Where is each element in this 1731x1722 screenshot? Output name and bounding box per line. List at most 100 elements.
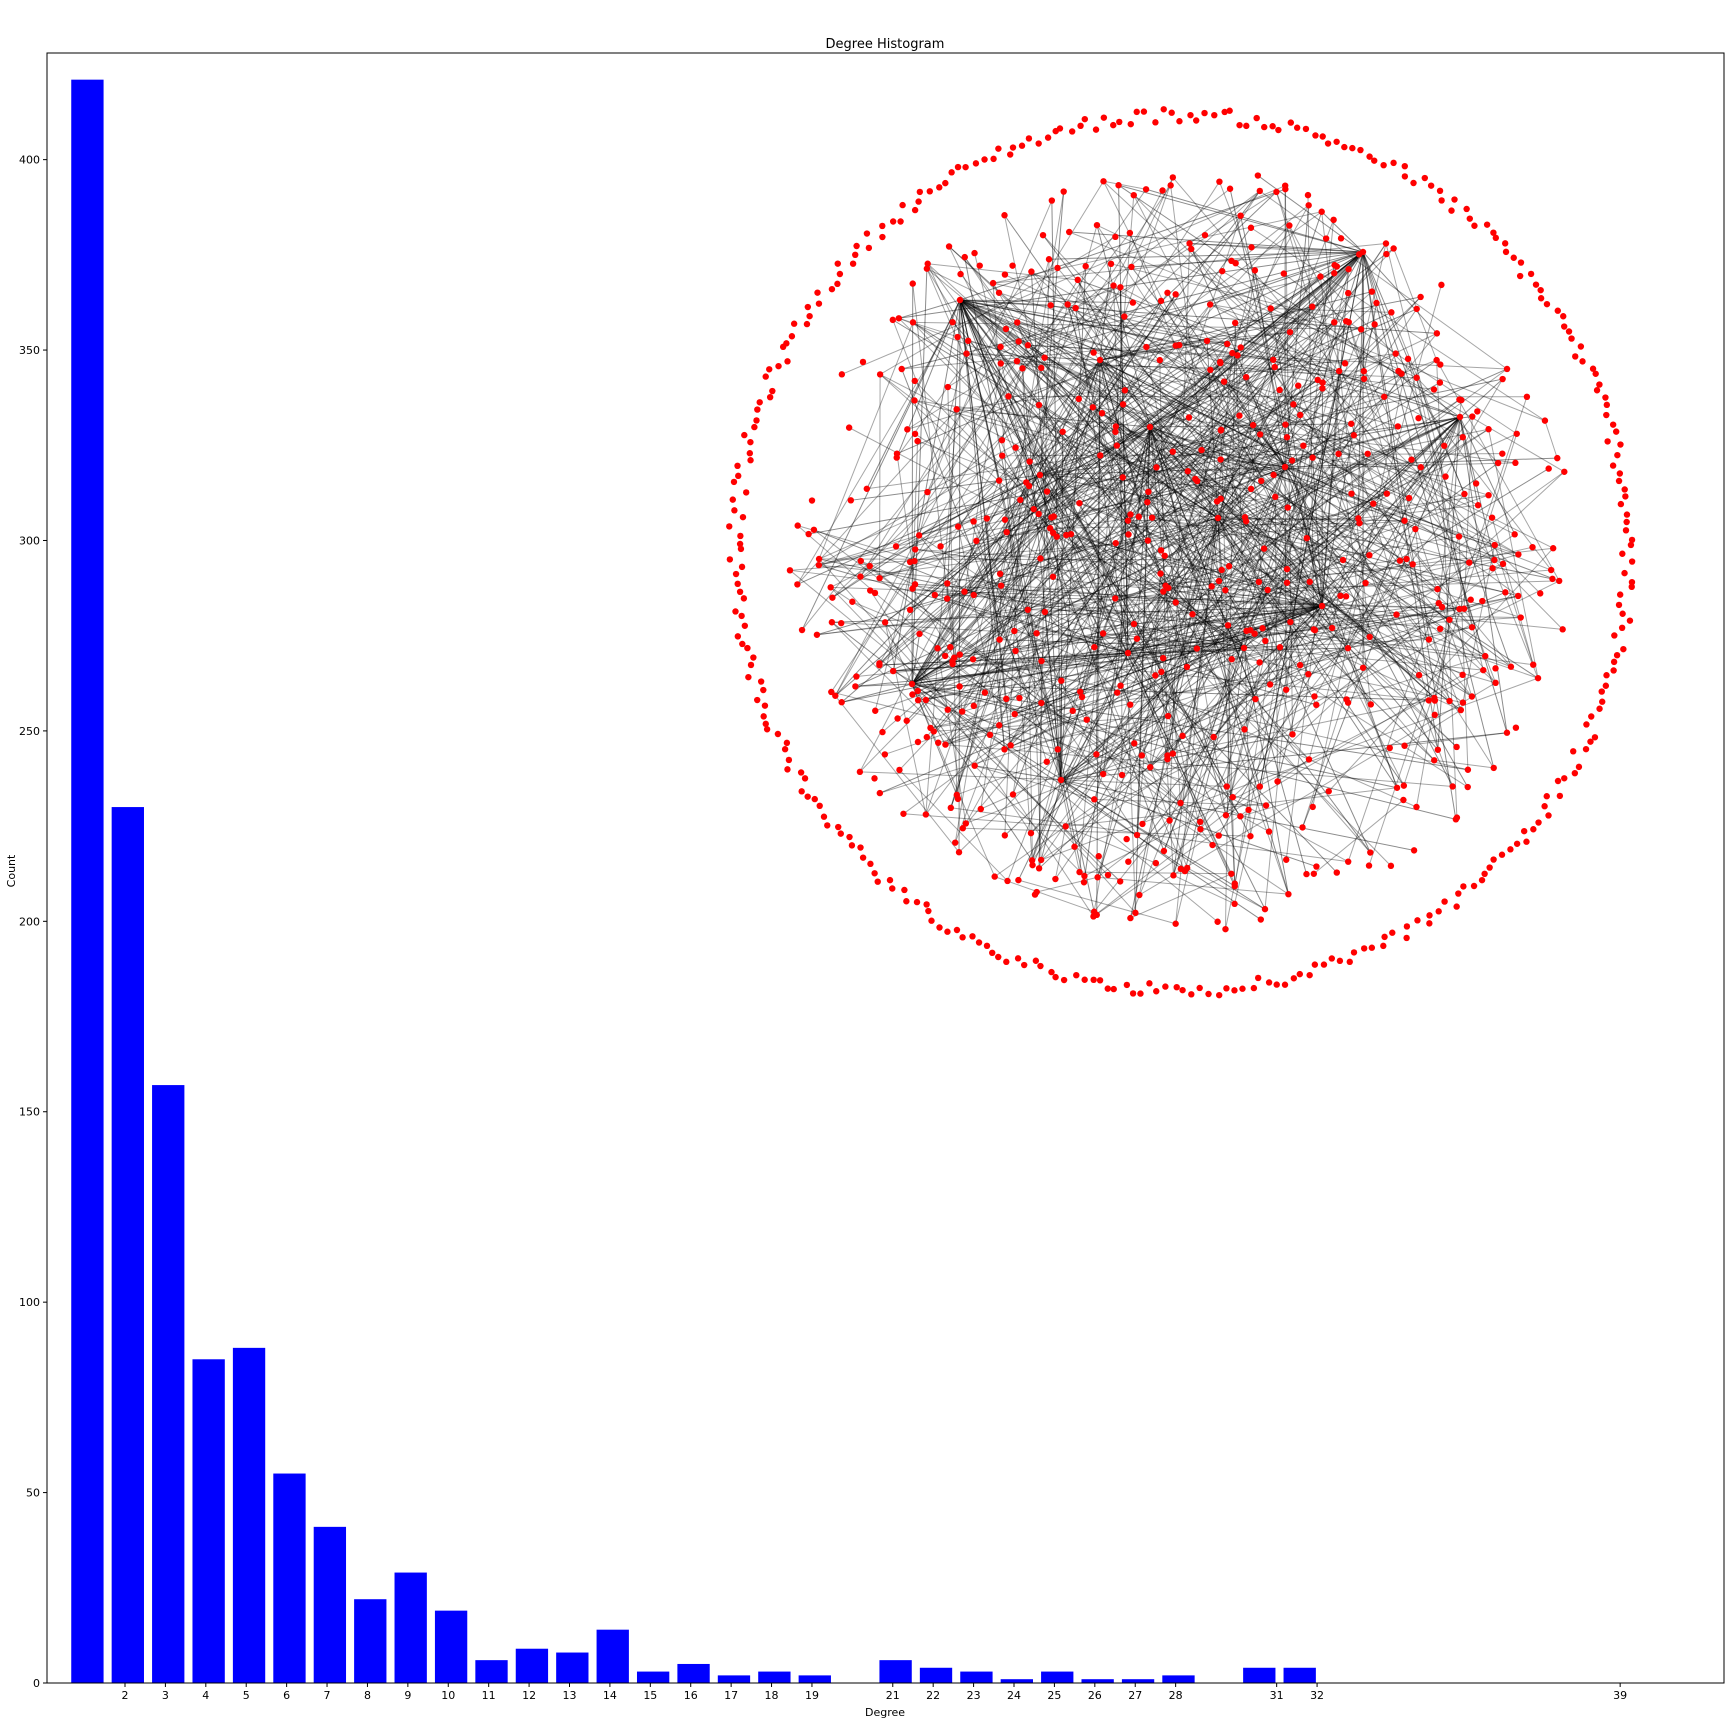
network-edge — [1000, 190, 1261, 586]
network-node — [1435, 908, 1442, 915]
network-node — [1131, 740, 1138, 747]
network-node — [1256, 783, 1263, 790]
network-node — [838, 371, 846, 378]
network-node — [1349, 144, 1356, 152]
network-node — [1137, 990, 1144, 997]
network-edge — [1031, 543, 1117, 861]
chart-title: Degree Histogram — [826, 37, 945, 52]
network-edge — [1120, 396, 1385, 687]
network-edge — [879, 236, 1116, 375]
network-node — [1093, 751, 1100, 758]
x-tick-label: 39 — [1613, 1689, 1627, 1702]
network-node — [1613, 651, 1621, 659]
network-node — [1319, 379, 1326, 386]
network-edge — [1164, 555, 1323, 607]
network-node — [981, 156, 988, 163]
network-edge — [1170, 185, 1220, 582]
network-edge — [789, 520, 1405, 571]
network-edge — [1243, 595, 1519, 649]
network-node — [1415, 671, 1423, 679]
network-node — [959, 825, 967, 832]
network-node — [1076, 499, 1083, 507]
network-node — [1223, 985, 1230, 992]
network-node — [1628, 536, 1636, 544]
network-node — [871, 775, 878, 782]
bar-degree-21 — [879, 1660, 912, 1683]
network-edge — [855, 683, 913, 687]
network-node — [1503, 729, 1511, 736]
network-edge — [973, 474, 1041, 707]
network-node — [1130, 191, 1137, 199]
network-node — [1048, 197, 1056, 204]
network-edge — [959, 299, 1486, 657]
network-node — [798, 788, 805, 795]
network-edge — [1060, 321, 1350, 781]
network-edge — [1014, 652, 1129, 715]
network-edge — [1488, 429, 1539, 679]
network-edge — [1399, 560, 1473, 628]
network-node — [1386, 744, 1393, 752]
network-node — [1456, 605, 1463, 613]
network-edge — [1103, 181, 1405, 786]
network-edge — [1180, 270, 1256, 804]
x-axis-title: Degree — [865, 1706, 905, 1719]
network-node — [1463, 205, 1470, 213]
network-node — [892, 543, 900, 550]
network-node — [1083, 716, 1090, 723]
network-edge — [953, 657, 1270, 833]
network-edge — [1149, 426, 1256, 700]
network-edge — [959, 299, 1005, 750]
network-edge — [1044, 370, 1340, 613]
network-node — [1115, 182, 1122, 189]
network-edge — [1134, 426, 1151, 913]
network-node — [1265, 979, 1273, 986]
network-node — [1417, 293, 1424, 301]
network-node — [1009, 791, 1017, 798]
network-edge — [992, 283, 1033, 861]
network-node — [1081, 115, 1089, 123]
network-edge — [957, 359, 1101, 527]
network-node — [1413, 374, 1420, 381]
network-edge — [1231, 352, 1286, 468]
network-node — [1491, 556, 1498, 564]
network-edge — [1000, 191, 1065, 586]
network-node — [971, 762, 978, 769]
y-axis-title: Count — [5, 854, 18, 887]
network-node — [1620, 645, 1627, 653]
network-edge — [893, 605, 1323, 672]
network-edge — [1133, 194, 1564, 630]
network-node — [1252, 695, 1259, 703]
network-node — [1373, 299, 1380, 307]
network-edge — [1284, 189, 1294, 735]
network-node — [1222, 812, 1230, 819]
network-edge — [1270, 307, 1392, 313]
network-edge — [860, 232, 1131, 577]
network-edge — [1060, 779, 1186, 872]
network-node — [997, 582, 1005, 589]
network-edge — [1284, 466, 1387, 495]
network-node — [1438, 197, 1445, 204]
network-edge — [919, 426, 1151, 635]
network-node — [737, 532, 744, 540]
network-node — [1345, 289, 1352, 297]
network-edge — [1115, 426, 1288, 584]
network-node — [1492, 665, 1499, 672]
network-edge — [1000, 276, 1321, 348]
network-node — [1146, 423, 1154, 431]
network-node — [849, 260, 857, 267]
network-node — [1179, 732, 1186, 740]
network-node — [1054, 746, 1062, 753]
network-node — [1455, 533, 1463, 540]
network-edge — [1093, 429, 1222, 800]
network-edge — [1086, 719, 1349, 863]
network-node — [997, 343, 1004, 351]
network-node — [1253, 114, 1260, 122]
network-edge — [1217, 359, 1437, 519]
network-node — [1258, 477, 1265, 485]
network-node — [911, 377, 918, 385]
network-node — [1387, 862, 1395, 870]
network-node — [1147, 763, 1154, 771]
network-node — [1305, 202, 1312, 209]
network-edge — [1225, 269, 1350, 816]
network-edge — [884, 426, 1151, 623]
